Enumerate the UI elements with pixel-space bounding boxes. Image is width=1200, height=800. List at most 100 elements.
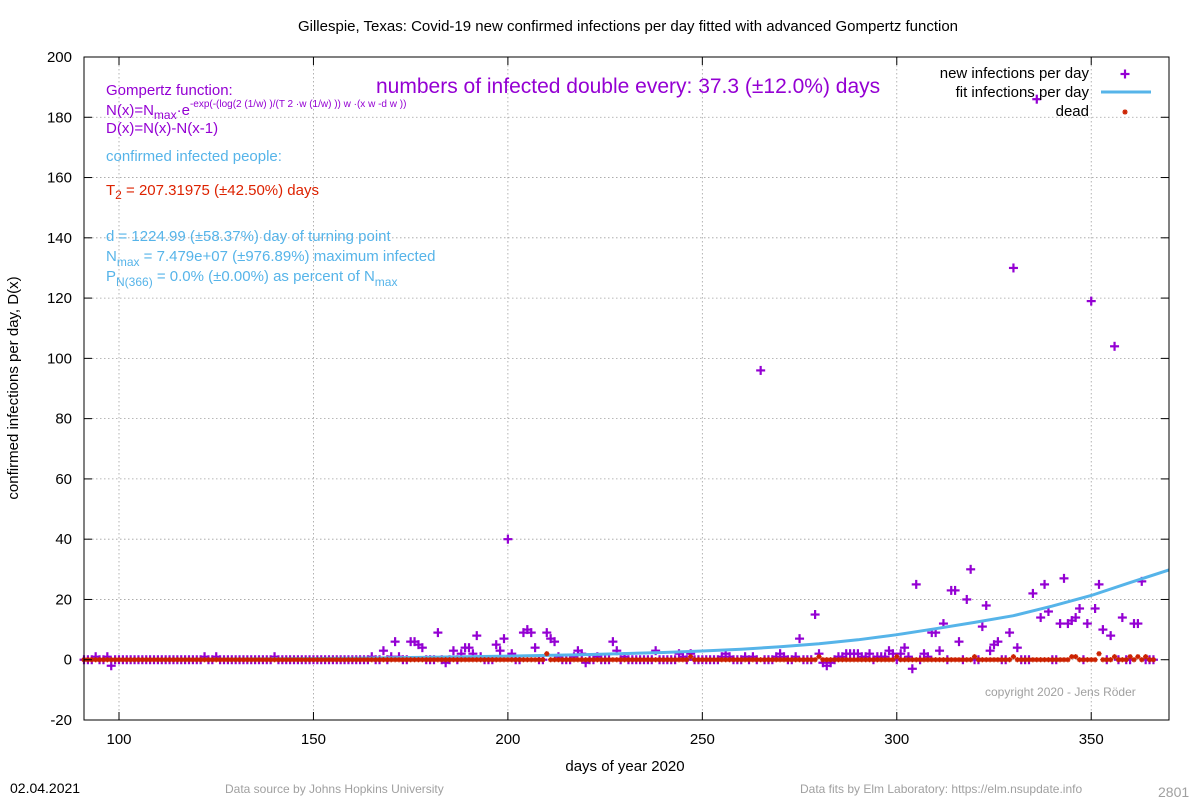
dead-point [450,657,457,663]
legend-infections-label: new infections per day [940,65,1090,82]
dead-point [516,657,523,663]
dead-point [765,657,772,663]
dead-point [746,657,752,663]
dead-point [843,657,849,663]
dead-point [330,657,336,663]
infection-point [1059,573,1069,583]
infection-point [464,643,474,653]
infection-point [935,646,945,656]
infection-point [448,646,458,656]
infection-point [966,564,976,574]
infection-point [1110,341,1120,351]
legend-fit-label: fit infections per day [956,84,1090,101]
infection-point [106,661,116,671]
infection-point [491,640,501,650]
dead-point [676,657,682,663]
chart-title: Gillespie, Texas: Covid-19 new confirmed… [298,18,958,35]
infection-point [962,594,972,604]
annotations: Gompertz function: N(x)=Nmax·e-exp(-(log… [106,75,1136,699]
dead-point [606,657,612,663]
dead-point [128,657,134,663]
dead-point [828,657,834,663]
x-tick-label: 200 [495,731,520,748]
dead-point [427,657,433,663]
dead-point [1034,657,1040,663]
infection-point [1028,588,1038,598]
dead-point [443,657,449,663]
y-tick-label: 60 [55,471,72,488]
infection-point [499,634,509,644]
dead-point [446,657,453,663]
infection-point [896,649,906,659]
dead-point [660,657,667,663]
infection-point [907,664,917,674]
infection-point [911,579,921,589]
y-tick-label: 200 [47,49,72,66]
dead-point [1108,657,1114,663]
infection-point [954,637,964,647]
dead-point [909,657,915,663]
infection-point [888,649,898,659]
y-tick-label: 160 [47,170,72,187]
dead-point [894,654,900,660]
dead-point [952,657,958,663]
dead-point [929,657,935,663]
dead-point [392,657,398,663]
dead-point [847,657,853,663]
dead-point [322,657,328,663]
infection-point [1036,613,1046,623]
dead-point [1139,657,1145,663]
infection-point [1117,613,1127,623]
infection-point [526,628,536,638]
dead-point [769,657,775,663]
dead-point [1026,657,1032,663]
dead-point [831,657,838,663]
dead-point [116,657,122,663]
x-tick-label: 150 [301,731,326,748]
dead-point [513,657,519,663]
infection-point [1055,619,1065,629]
doubling-banner: numbers of infected double every: 37.3 (… [376,75,880,98]
footer-image-id: 2801 [1158,784,1190,800]
x-tick-label: 350 [1079,731,1104,748]
dead-point [742,657,748,663]
dead-point [1123,657,1129,663]
infection-point [1008,263,1018,273]
y-tick-label: 180 [47,109,72,126]
dead-point [1143,654,1149,660]
dead-point [271,657,278,663]
legend: new infections per day fit infections per… [940,65,1151,120]
infection-point [503,534,513,544]
dead-point [999,657,1005,663]
dead-point [240,657,247,663]
dead-point [112,657,118,663]
dead-point [816,654,822,660]
infection-point [795,634,805,644]
infection-point [1086,296,1096,306]
dead-point [866,657,873,663]
dead-point [707,657,713,663]
dead-point [497,657,503,663]
dead-point [851,657,857,663]
infection-point [1106,631,1116,641]
footer-data-source: Data source by Johns Hopkins University [225,782,444,796]
infection-point [550,637,560,647]
x-tick-label: 300 [884,731,909,748]
dead-point [439,657,445,663]
dead-point [614,657,620,663]
fit-curve [83,568,1170,662]
y-tick-label: -20 [50,712,72,729]
dead-point [408,657,414,663]
dead-point [586,657,593,663]
y-tick-label: 20 [55,591,72,608]
x-tick-label: 250 [690,731,715,748]
dead-point [415,657,422,663]
dead-point [485,657,492,663]
gompertz-title: Gompertz function: [106,82,233,99]
dead-point [384,657,390,663]
infection-point [985,646,995,656]
dead-point [505,657,511,663]
dead-point [598,657,604,663]
infection-point [417,643,427,653]
formula-d: D(x)=N(x)-N(x-1) [106,120,218,137]
